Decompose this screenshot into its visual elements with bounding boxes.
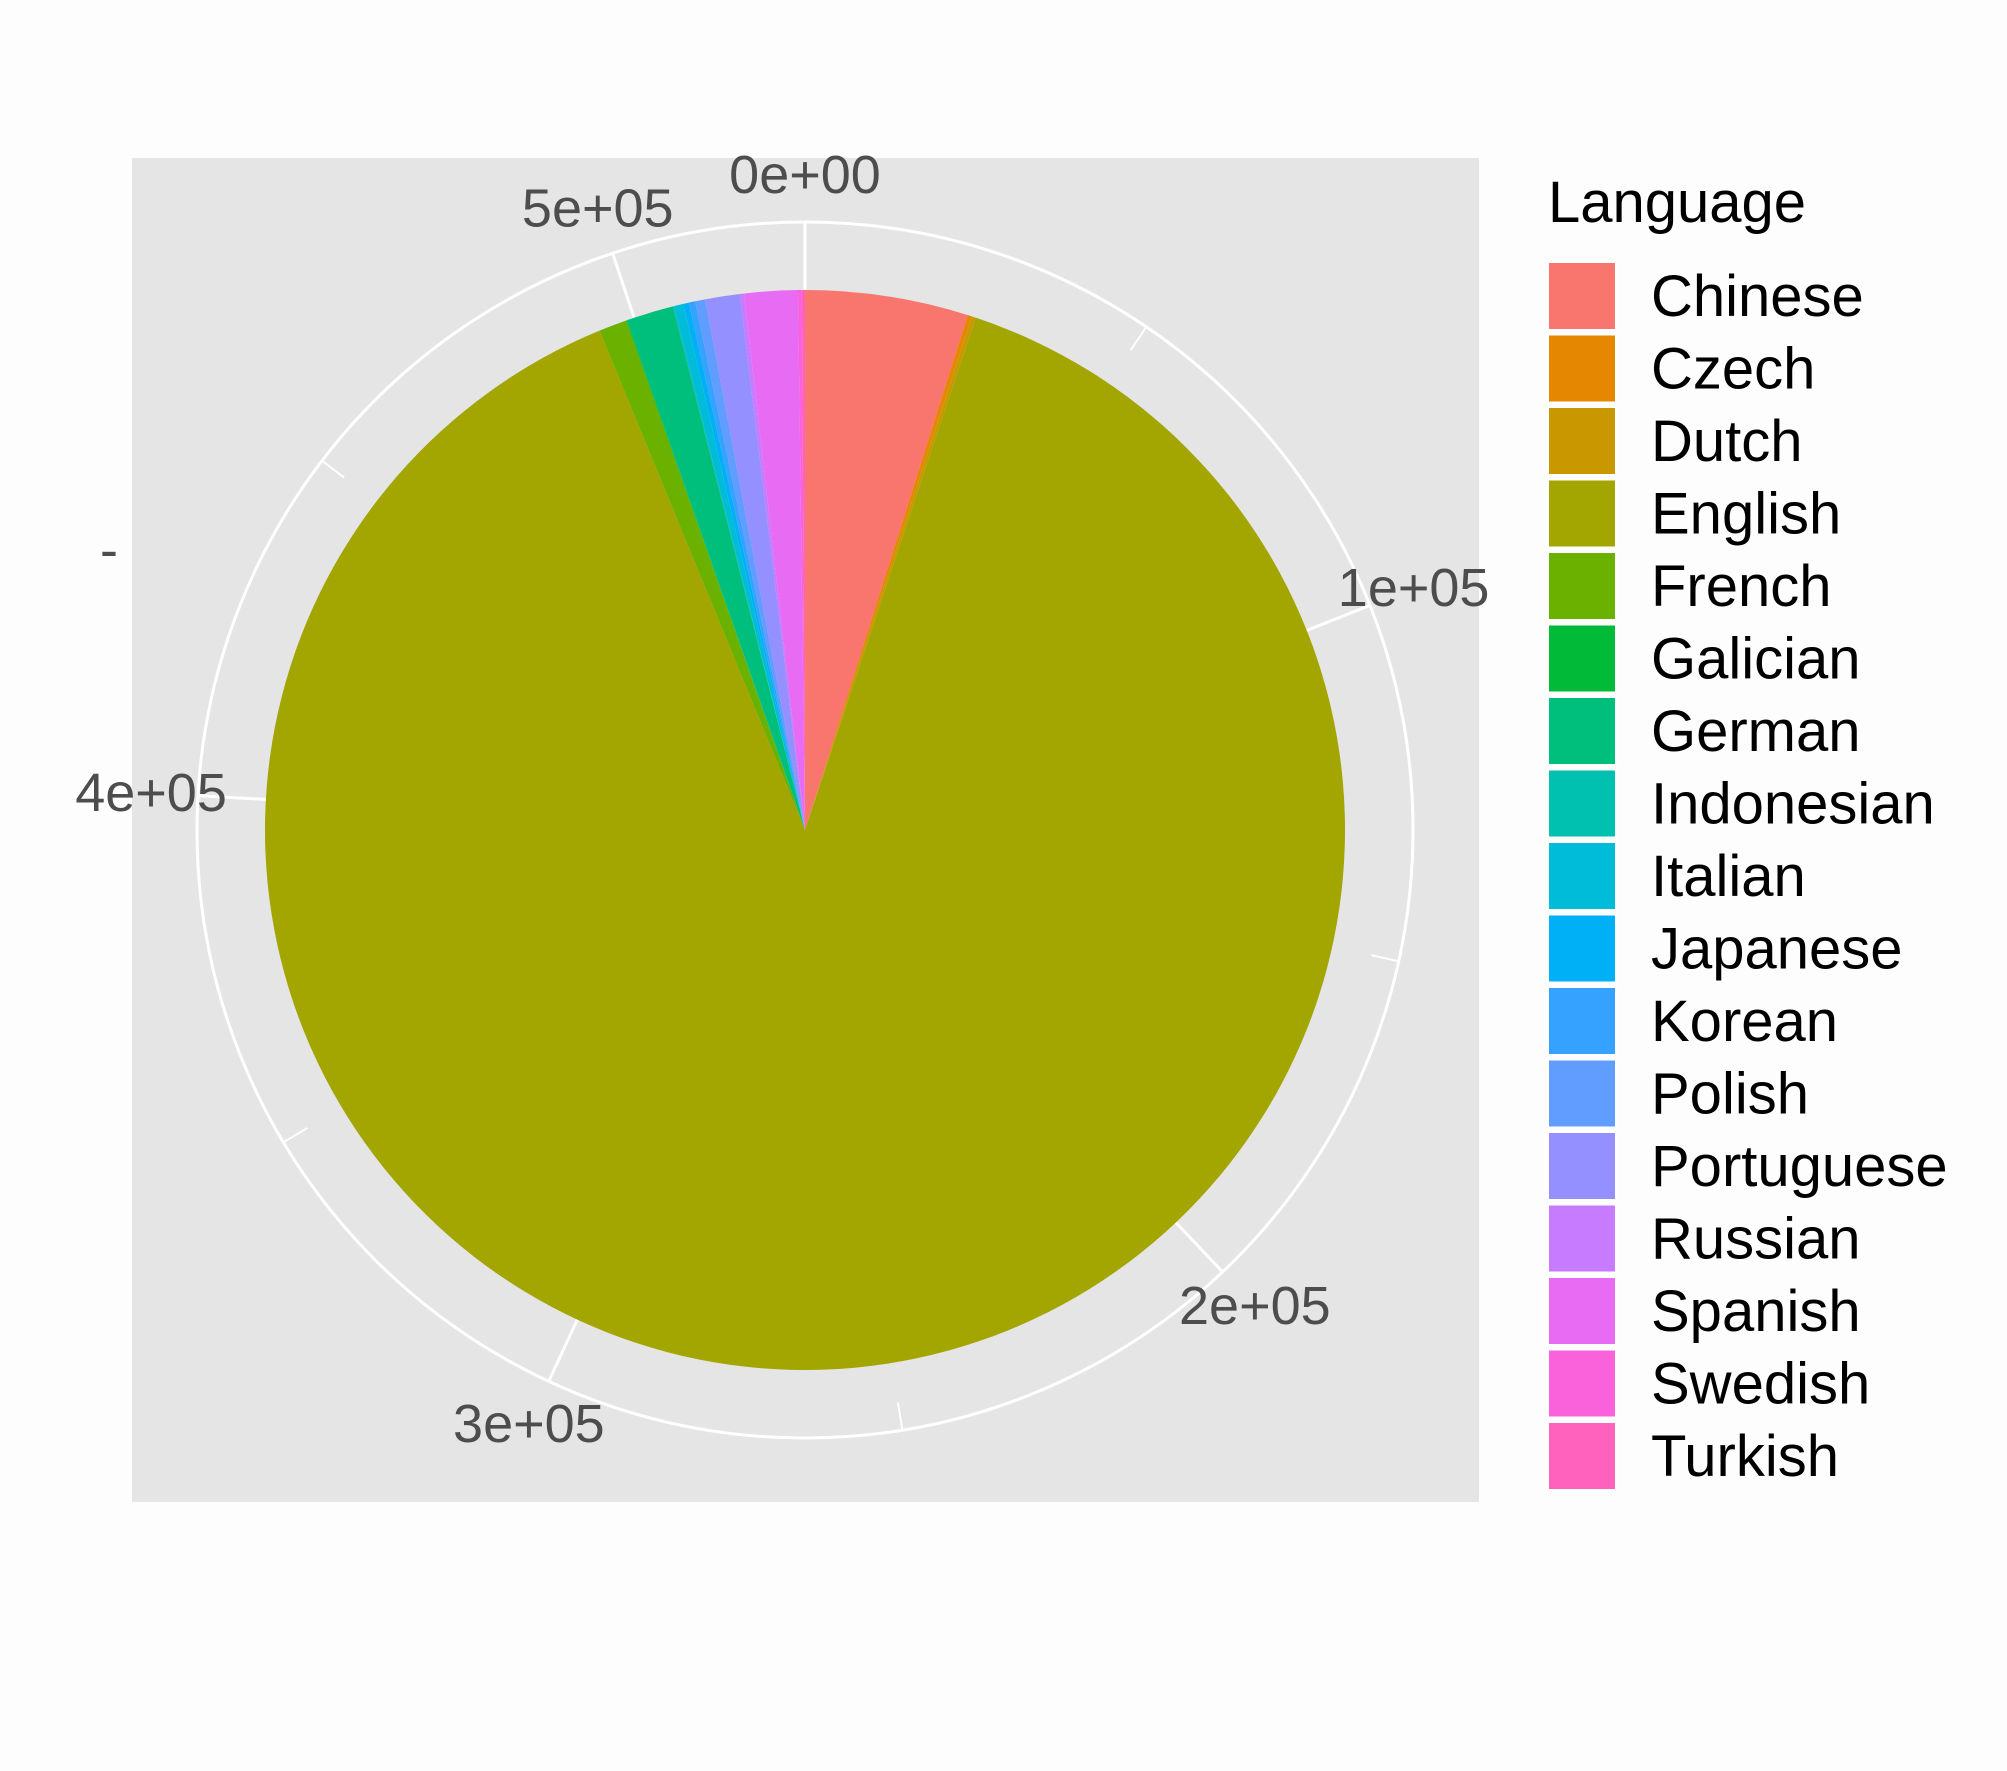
legend-key-swedish xyxy=(1547,1348,1617,1419)
pie-slice-indonesian xyxy=(672,306,805,830)
pie-slice-galician xyxy=(626,320,805,830)
pie-slice-japanese xyxy=(683,302,805,830)
legend-key-polish xyxy=(1547,1058,1617,1129)
legend-key-russian xyxy=(1547,1203,1617,1274)
major-gridline xyxy=(1306,603,1371,632)
legend-items: Chinese Czech Dutch English French Galician Ge… xyxy=(1547,261,1948,1491)
minor-gridline xyxy=(896,1402,904,1431)
legend-label: Portuguese xyxy=(1651,1134,1948,1199)
y-axis-tick-label: - xyxy=(100,520,118,580)
legend-key-indonesian xyxy=(1547,768,1617,839)
minor-gridline xyxy=(1129,326,1148,351)
legend-label: Czech xyxy=(1651,337,1815,402)
theta-tick-label: 1e+05 xyxy=(1338,558,1490,618)
legend-label: Indonesian xyxy=(1651,772,1935,837)
legend-key-dutch xyxy=(1547,406,1617,476)
pie-slice-french xyxy=(599,320,805,830)
major-gridline xyxy=(197,794,266,801)
legend-key-japanese xyxy=(1547,913,1617,984)
pie-slice-italian xyxy=(674,303,805,831)
legend-label: Polish xyxy=(1651,1062,1809,1127)
legend-item: Galician xyxy=(1547,623,1861,694)
pie-slice-dutch xyxy=(805,316,976,831)
pie-slice-chinese xyxy=(805,290,968,830)
legend-label: Dutch xyxy=(1651,409,1803,474)
legend-item: Russian xyxy=(1547,1203,1861,1274)
legend-item: Chinese xyxy=(1547,261,1864,331)
legend-key-english xyxy=(1547,478,1617,549)
pie-slice-portuguese xyxy=(705,293,805,830)
legend-label: Spanish xyxy=(1651,1279,1861,1344)
legend-label: German xyxy=(1651,699,1861,764)
legend-title: Language xyxy=(1548,170,1806,235)
theta-tick-label: 3e+05 xyxy=(453,1394,605,1454)
theta-tick-labels: 0e+00 1e+05 2e+05 3e+05 4e+05 5e+05 xyxy=(75,145,1489,1454)
theta-tick-label: 5e+05 xyxy=(522,179,674,239)
theta-tick-label: 4e+05 xyxy=(75,763,227,823)
legend-label: Japanese xyxy=(1651,917,1903,982)
legend-item: Dutch xyxy=(1547,406,1803,476)
legend: Language Chinese Czech Dutch English French G… xyxy=(1547,170,1948,1491)
pie-slice-english xyxy=(265,317,1345,1371)
legend-item: French xyxy=(1547,551,1832,621)
legend-label: French xyxy=(1651,554,1832,619)
pie-slice-spanish xyxy=(744,290,805,831)
minor-gridline xyxy=(321,459,345,479)
legend-label: Russian xyxy=(1651,1207,1861,1272)
legend-label: Chinese xyxy=(1651,264,1864,329)
legend-label: Italian xyxy=(1651,844,1806,909)
major-gridline xyxy=(611,252,636,319)
legend-item: Swedish xyxy=(1547,1348,1870,1419)
legend-key-korean xyxy=(1547,986,1617,1056)
theta-tick-label: 2e+05 xyxy=(1179,1276,1331,1336)
pie-slice-czech xyxy=(805,315,973,830)
legend-key-galician xyxy=(1547,623,1617,694)
legend-key-chinese xyxy=(1547,261,1617,331)
major-gridline xyxy=(547,1319,579,1382)
legend-key-french xyxy=(1547,551,1617,621)
legend-key-italian xyxy=(1547,841,1617,911)
legend-item: Indonesian xyxy=(1547,768,1935,839)
legend-item: Italian xyxy=(1547,841,1806,911)
legend-item: Turkish xyxy=(1547,1421,1839,1491)
pie-slices xyxy=(265,290,1345,1371)
legend-item: Portuguese xyxy=(1547,1131,1948,1201)
pie-slice-swedish xyxy=(798,290,805,830)
major-gridline xyxy=(1174,1221,1224,1273)
legend-label: Korean xyxy=(1651,989,1838,1054)
minor-gridline xyxy=(1371,954,1399,963)
gridlines xyxy=(195,220,1415,1440)
legend-key-czech xyxy=(1547,333,1617,404)
legend-item: Polish xyxy=(1547,1058,1809,1129)
pie-slice-german xyxy=(627,306,805,831)
legend-label: Turkish xyxy=(1651,1424,1839,1489)
legend-key-turkish xyxy=(1547,1421,1617,1491)
theta-tick-label: 0e+00 xyxy=(729,145,881,205)
pie-slice-turkish xyxy=(801,290,805,830)
pie-slice-russian xyxy=(739,293,805,831)
legend-key-portuguese xyxy=(1547,1131,1617,1201)
legend-item: Korean xyxy=(1547,986,1838,1056)
legend-item: English xyxy=(1547,478,1841,549)
legend-label: English xyxy=(1651,482,1841,547)
minor-gridline xyxy=(282,1127,308,1144)
legend-item: Japanese xyxy=(1547,913,1903,984)
legend-label: Galician xyxy=(1651,627,1861,692)
pie-slice-polish xyxy=(695,299,805,831)
legend-key-german xyxy=(1547,696,1617,766)
pie-slice-korean xyxy=(688,301,805,831)
legend-key-spanish xyxy=(1547,1276,1617,1346)
legend-label: Swedish xyxy=(1651,1352,1870,1417)
legend-item: German xyxy=(1547,696,1861,766)
legend-item: Spanish xyxy=(1547,1276,1861,1346)
legend-item: Czech xyxy=(1547,333,1815,404)
